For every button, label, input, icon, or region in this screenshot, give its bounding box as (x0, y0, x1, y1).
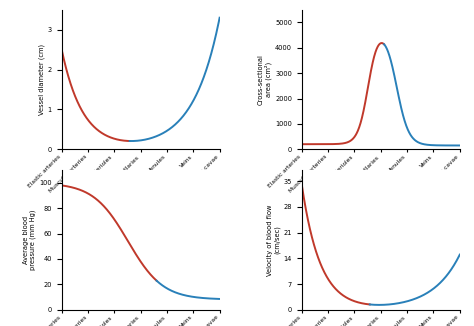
Y-axis label: Velocity of blood flow
(cm/sec): Velocity of blood flow (cm/sec) (267, 204, 281, 276)
Text: (a) Vessel diameter: (a) Vessel diameter (105, 250, 176, 256)
Y-axis label: Cross-sectional
area (cm²): Cross-sectional area (cm²) (257, 54, 272, 105)
Text: (b) Total cross-sectional area of vessels: (b) Total cross-sectional area of vessel… (310, 250, 452, 256)
Y-axis label: Vessel diameter (cm): Vessel diameter (cm) (38, 44, 45, 115)
Y-axis label: Average blood
pressure (mm Hg): Average blood pressure (mm Hg) (23, 210, 36, 270)
